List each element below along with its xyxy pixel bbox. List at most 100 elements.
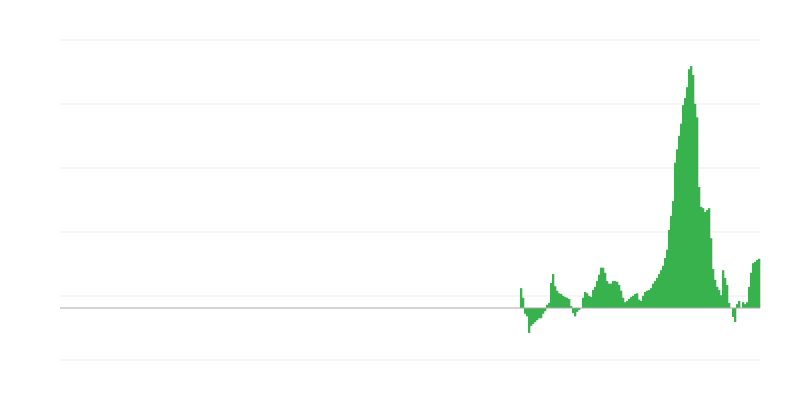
bar (632, 295, 635, 308)
bar (678, 135, 681, 308)
bar (734, 308, 737, 323)
bar (564, 297, 567, 308)
bar (658, 274, 661, 308)
bar (630, 297, 633, 308)
bar (556, 290, 559, 308)
bar (718, 290, 721, 308)
bar (670, 215, 673, 308)
bar (618, 284, 621, 308)
bar (588, 295, 591, 308)
bar (720, 295, 723, 308)
bar (696, 117, 699, 308)
bar (694, 103, 697, 308)
bar (716, 286, 719, 308)
bar (738, 300, 741, 308)
bar (566, 297, 569, 308)
bar (554, 286, 557, 308)
bar (604, 272, 607, 308)
bar (676, 149, 679, 308)
bar (612, 281, 615, 308)
bar (610, 283, 613, 308)
bar (572, 308, 575, 314)
bar (650, 288, 653, 308)
bar (666, 249, 669, 308)
bar (528, 308, 531, 333)
bar (582, 297, 585, 308)
bar (704, 212, 707, 308)
bar (690, 66, 693, 308)
bar (710, 238, 713, 308)
bar (640, 300, 643, 308)
bar (540, 308, 543, 319)
bar (550, 283, 553, 308)
bar (664, 258, 667, 308)
bar (584, 292, 587, 308)
bar (702, 208, 705, 308)
bar (746, 302, 749, 308)
bar (534, 308, 537, 323)
bar (672, 201, 675, 308)
bar (668, 229, 671, 308)
bar (594, 286, 597, 308)
bar (686, 87, 689, 308)
bar (574, 308, 577, 317)
bar (538, 308, 541, 319)
bar (638, 299, 641, 308)
bar (596, 281, 599, 308)
bar (744, 304, 747, 308)
bar (522, 297, 525, 308)
bar (634, 293, 637, 308)
gridlines (60, 39, 760, 361)
bar (674, 162, 677, 308)
bar (578, 308, 581, 310)
bar (750, 272, 753, 308)
bar (736, 304, 739, 308)
bar (558, 293, 561, 308)
bar (530, 308, 533, 326)
bar (688, 69, 691, 308)
bar (536, 308, 539, 321)
bar (644, 292, 647, 308)
bar (526, 308, 529, 317)
bar (624, 302, 627, 308)
bar (524, 308, 527, 314)
bar (706, 210, 709, 308)
bar (726, 284, 729, 308)
bar (648, 290, 651, 308)
bar (570, 306, 573, 308)
bar (732, 308, 735, 317)
bar (652, 283, 655, 308)
bar (698, 187, 701, 308)
bar (712, 268, 715, 308)
bar (620, 290, 623, 308)
bar (600, 267, 603, 308)
bar (700, 206, 703, 308)
bar (614, 281, 617, 308)
bar (562, 295, 565, 308)
bar (656, 277, 659, 308)
bar (728, 302, 731, 308)
bar (590, 297, 593, 308)
bar (628, 299, 631, 308)
bar (548, 302, 551, 308)
bar (642, 295, 645, 308)
bar (636, 293, 639, 308)
bar (622, 297, 625, 308)
bar (654, 281, 657, 308)
bar (576, 308, 579, 312)
bar (546, 304, 549, 308)
bar (592, 290, 595, 308)
bar (586, 293, 589, 308)
bar (752, 263, 755, 308)
bar (606, 281, 609, 308)
bar (552, 274, 555, 308)
bar (724, 277, 727, 308)
bar (520, 288, 523, 308)
bar (660, 270, 663, 308)
bar (542, 308, 545, 314)
bars (520, 66, 761, 333)
bar (722, 270, 725, 308)
bar (714, 279, 717, 308)
bar (742, 302, 745, 308)
